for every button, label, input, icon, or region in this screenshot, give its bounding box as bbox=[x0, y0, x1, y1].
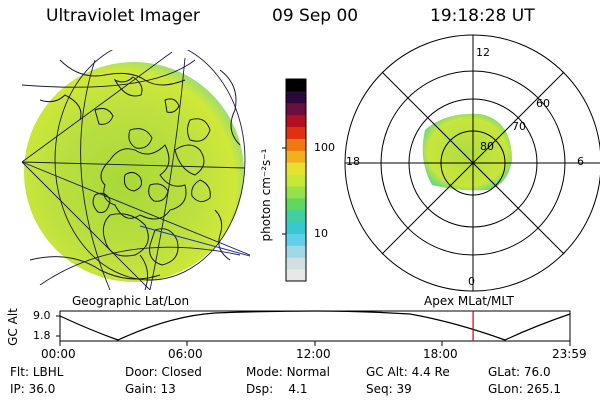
mlat-label-60: 60 bbox=[536, 97, 550, 110]
mlat-label-70: 70 bbox=[512, 120, 526, 133]
info-gc-alt: GC Alt: 4.4 Re bbox=[366, 365, 450, 379]
coastlines bbox=[29, 59, 241, 290]
colorbar-segment bbox=[286, 197, 306, 211]
colorbar-segment bbox=[286, 209, 306, 223]
colorbar-segment bbox=[286, 162, 306, 175]
colorbar-tick-100: 100 bbox=[314, 141, 335, 154]
info-ip: IP: 36.0 bbox=[10, 382, 56, 396]
info-seq: Seq: 39 bbox=[366, 382, 412, 396]
altitude-axis-label: GC Alt bbox=[6, 308, 20, 346]
info-flt: Flt: LBHL bbox=[10, 365, 64, 379]
info-glat: GLat: 76.0 bbox=[488, 365, 551, 379]
altitude-plot bbox=[56, 310, 571, 346]
info-glon: GLon: 265.1 bbox=[488, 382, 561, 396]
colorbar-segment bbox=[286, 126, 306, 139]
colorbar-unit-label: photon cm⁻²s⁻¹ bbox=[259, 148, 273, 242]
time-tick-1200: 12:00 bbox=[296, 347, 331, 361]
info-gain: Gain: 13 bbox=[125, 382, 176, 396]
mlt-label-0: 0 bbox=[468, 275, 475, 288]
altitude-curve bbox=[59, 310, 571, 341]
colorbar-segment bbox=[286, 269, 306, 282]
geographic-image-panel bbox=[21, 50, 251, 290]
mlt-label-18: 18 bbox=[346, 155, 360, 168]
geographic-panel-label: Geographic Lat/Lon bbox=[72, 294, 190, 308]
time-tick-2359: 23:59 bbox=[552, 347, 587, 361]
polar-grid bbox=[344, 34, 600, 292]
colorbar-segment bbox=[286, 257, 306, 270]
time-tick-0000: 00:00 bbox=[41, 347, 76, 361]
instrument-title: Ultraviolet Imager bbox=[46, 6, 200, 26]
date-label: 09 Sep 00 bbox=[272, 6, 359, 26]
colorbar-segment bbox=[286, 114, 306, 128]
colorbar-segment bbox=[286, 150, 306, 163]
colorbar-segment bbox=[286, 221, 306, 234]
colorbar-segment bbox=[286, 174, 306, 187]
colorbar-segment bbox=[286, 90, 306, 104]
graticule-lines bbox=[21, 50, 251, 290]
earth-disk bbox=[24, 62, 244, 282]
info-mode: Mode: Normal bbox=[246, 365, 330, 379]
colorbar-segment bbox=[286, 102, 306, 116]
info-dsp: Dsp: 4.1 bbox=[246, 382, 308, 396]
colorbar-segment bbox=[286, 245, 306, 258]
color-bar bbox=[282, 78, 307, 282]
colorbar-segment bbox=[286, 233, 306, 246]
mlt-label-12: 12 bbox=[476, 46, 490, 59]
colorbar-segment bbox=[286, 138, 306, 151]
auroral-oval-image bbox=[422, 113, 512, 191]
time-tick-1800: 18:00 bbox=[423, 347, 458, 361]
info-door: Door: Closed bbox=[125, 365, 202, 379]
polar-plot bbox=[344, 34, 600, 292]
time-label: 19:18:28 UT bbox=[430, 6, 535, 26]
altitude-tick-min: 1.8 bbox=[33, 329, 51, 342]
mlt-label-6: 6 bbox=[577, 155, 584, 168]
apex-panel-label: Apex MLat/MLT bbox=[424, 294, 514, 308]
colorbar-segment bbox=[286, 185, 306, 199]
colorbar-tick-10: 10 bbox=[314, 227, 328, 240]
colorbar-segment bbox=[286, 79, 306, 92]
mlat-label-80: 80 bbox=[480, 140, 494, 153]
altitude-tick-max: 9.0 bbox=[33, 309, 51, 322]
time-tick-0600: 06:00 bbox=[168, 347, 203, 361]
